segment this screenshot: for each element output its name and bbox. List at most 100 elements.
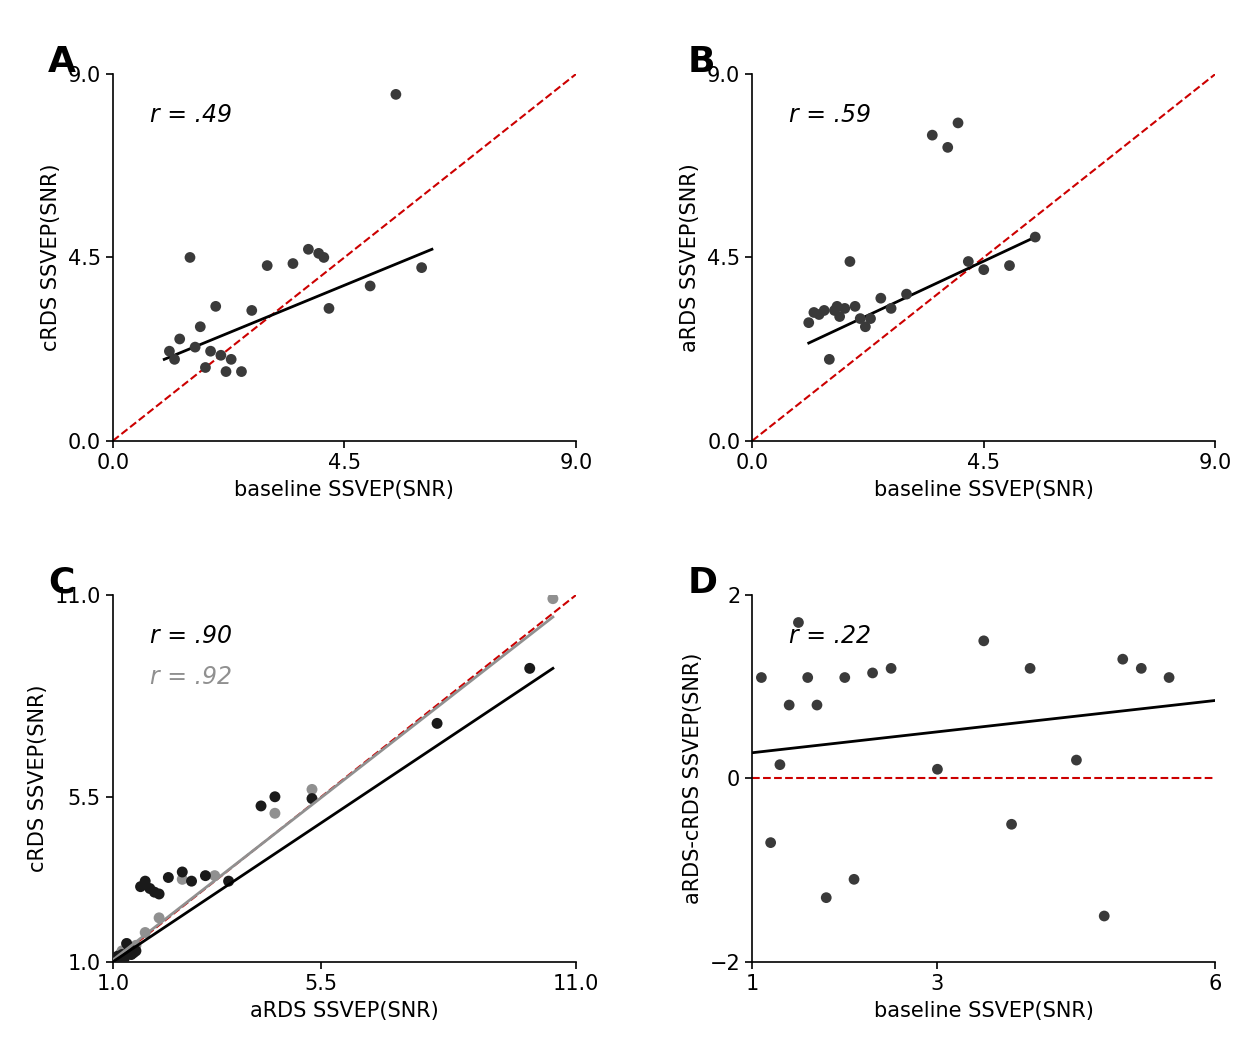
Point xyxy=(809,307,829,323)
Point xyxy=(182,873,202,890)
Point xyxy=(827,298,847,315)
Point xyxy=(105,950,125,967)
Point xyxy=(149,886,169,903)
Point xyxy=(862,665,882,682)
Text: C: C xyxy=(48,565,74,599)
Point xyxy=(110,946,130,963)
Point xyxy=(937,138,957,155)
Point xyxy=(302,781,322,798)
Point xyxy=(845,871,865,888)
Text: r = .59: r = .59 xyxy=(789,104,871,127)
Point xyxy=(114,950,134,967)
Point xyxy=(927,761,947,778)
Point xyxy=(788,614,808,631)
Point xyxy=(117,935,137,952)
Point xyxy=(1025,228,1045,245)
Y-axis label: aRDS SSVEP(SNR): aRDS SSVEP(SNR) xyxy=(680,163,700,352)
Point xyxy=(119,939,139,956)
Point xyxy=(110,953,130,970)
Point xyxy=(251,797,271,814)
Point xyxy=(205,298,226,315)
Point xyxy=(108,948,128,965)
Point xyxy=(135,924,155,941)
Point xyxy=(834,300,855,317)
Point xyxy=(1094,908,1114,925)
X-axis label: baseline SSVEP(SNR): baseline SSVEP(SNR) xyxy=(234,480,455,500)
Point xyxy=(922,127,942,144)
Point xyxy=(543,590,563,607)
Point xyxy=(112,943,132,960)
Point xyxy=(221,351,241,368)
Point xyxy=(1020,660,1040,676)
Y-axis label: cRDS SSVEP(SNR): cRDS SSVEP(SNR) xyxy=(41,164,60,351)
Point xyxy=(807,697,827,713)
Point xyxy=(158,869,178,886)
Point xyxy=(845,298,865,315)
Point xyxy=(180,249,200,266)
Y-axis label: aRDS-cRDS SSVEP(SNR): aRDS-cRDS SSVEP(SNR) xyxy=(683,653,703,904)
Point xyxy=(164,351,184,368)
Y-axis label: cRDS SSVEP(SNR): cRDS SSVEP(SNR) xyxy=(28,685,48,872)
Point xyxy=(144,884,164,901)
Point xyxy=(122,946,142,963)
Point xyxy=(218,873,238,890)
Point xyxy=(798,314,818,331)
Point xyxy=(159,342,179,359)
Point xyxy=(1131,660,1152,676)
Point xyxy=(861,310,881,327)
Point xyxy=(124,944,144,961)
Point xyxy=(1113,651,1133,668)
Point xyxy=(195,359,216,376)
Point xyxy=(851,310,871,327)
Text: A: A xyxy=(48,44,76,78)
Point xyxy=(216,364,236,381)
Point xyxy=(264,789,284,805)
Point xyxy=(172,864,192,880)
Point xyxy=(856,318,876,335)
Point xyxy=(804,304,824,321)
Point xyxy=(1000,257,1020,274)
Point xyxy=(829,308,850,324)
Point xyxy=(125,937,145,953)
Point xyxy=(298,241,318,258)
Point xyxy=(1001,816,1021,833)
X-axis label: baseline SSVEP(SNR): baseline SSVEP(SNR) xyxy=(873,1001,1094,1021)
Point xyxy=(112,946,132,963)
Point xyxy=(283,255,303,272)
Point xyxy=(761,834,781,851)
Point xyxy=(195,867,216,884)
Text: B: B xyxy=(687,44,714,78)
Point xyxy=(308,245,328,262)
Point xyxy=(169,331,189,348)
Point xyxy=(200,342,221,359)
Point xyxy=(185,338,205,355)
Point xyxy=(881,300,901,317)
Point xyxy=(264,804,284,821)
Text: r = .90: r = .90 xyxy=(150,625,232,648)
Text: D: D xyxy=(687,565,717,599)
Point xyxy=(798,669,818,686)
X-axis label: baseline SSVEP(SNR): baseline SSVEP(SNR) xyxy=(873,480,1094,500)
Point xyxy=(824,302,845,319)
Point xyxy=(974,632,994,649)
Point xyxy=(752,669,772,686)
Point xyxy=(816,889,836,906)
Point xyxy=(871,290,891,307)
Point xyxy=(125,943,145,960)
Point xyxy=(840,253,860,270)
Point xyxy=(427,715,447,731)
Point xyxy=(897,285,917,302)
Point xyxy=(149,909,169,926)
Point xyxy=(313,249,333,266)
Point xyxy=(140,880,160,897)
Point xyxy=(117,935,137,952)
Text: r = .92: r = .92 xyxy=(150,665,232,689)
Point xyxy=(411,259,431,276)
Point xyxy=(190,318,211,335)
Point xyxy=(360,278,380,295)
Point xyxy=(881,660,901,676)
Point xyxy=(1066,752,1086,768)
Point xyxy=(520,660,540,676)
Point xyxy=(257,257,277,274)
X-axis label: aRDS SSVEP(SNR): aRDS SSVEP(SNR) xyxy=(251,1001,439,1021)
